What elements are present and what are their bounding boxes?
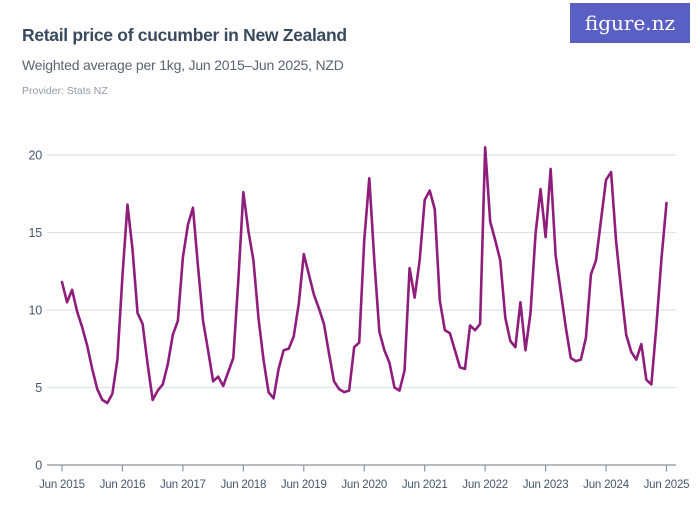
x-axis-label: Jun 2022 <box>462 479 508 491</box>
x-axis-label: Jun 2017 <box>160 479 206 491</box>
y-axis-label: 20 <box>28 149 42 163</box>
x-axis-label: Jun 2020 <box>341 479 387 491</box>
x-axis-label: Jun 2023 <box>523 479 569 491</box>
y-axis-label: 5 <box>35 381 42 395</box>
provider-attribution: Provider: Stats NZ <box>22 85 108 97</box>
figure-nz-logo[interactable]: figure.nz <box>570 3 690 43</box>
x-axis-label: Jun 2018 <box>220 479 266 491</box>
x-axis-label: Jun 2025 <box>644 479 690 491</box>
chart-subtitle: Weighted average per 1kg, Jun 2015–Jun 2… <box>22 57 344 73</box>
y-axis-label: 15 <box>28 226 42 240</box>
x-axis-label: Jun 2024 <box>583 479 630 491</box>
x-axis-label: Jun 2019 <box>281 479 327 491</box>
y-axis-label: 10 <box>28 304 42 318</box>
figure-nz-logo-text: figure.nz <box>584 11 676 35</box>
x-axis-label: Jun 2021 <box>402 479 448 491</box>
x-axis-label: Jun 2016 <box>100 479 146 491</box>
y-axis-label: 0 <box>35 459 42 473</box>
price-line <box>60 145 668 405</box>
x-axis-label: Jun 2015 <box>39 479 85 491</box>
chart-title: Retail price of cucumber in New Zealand <box>22 25 347 45</box>
